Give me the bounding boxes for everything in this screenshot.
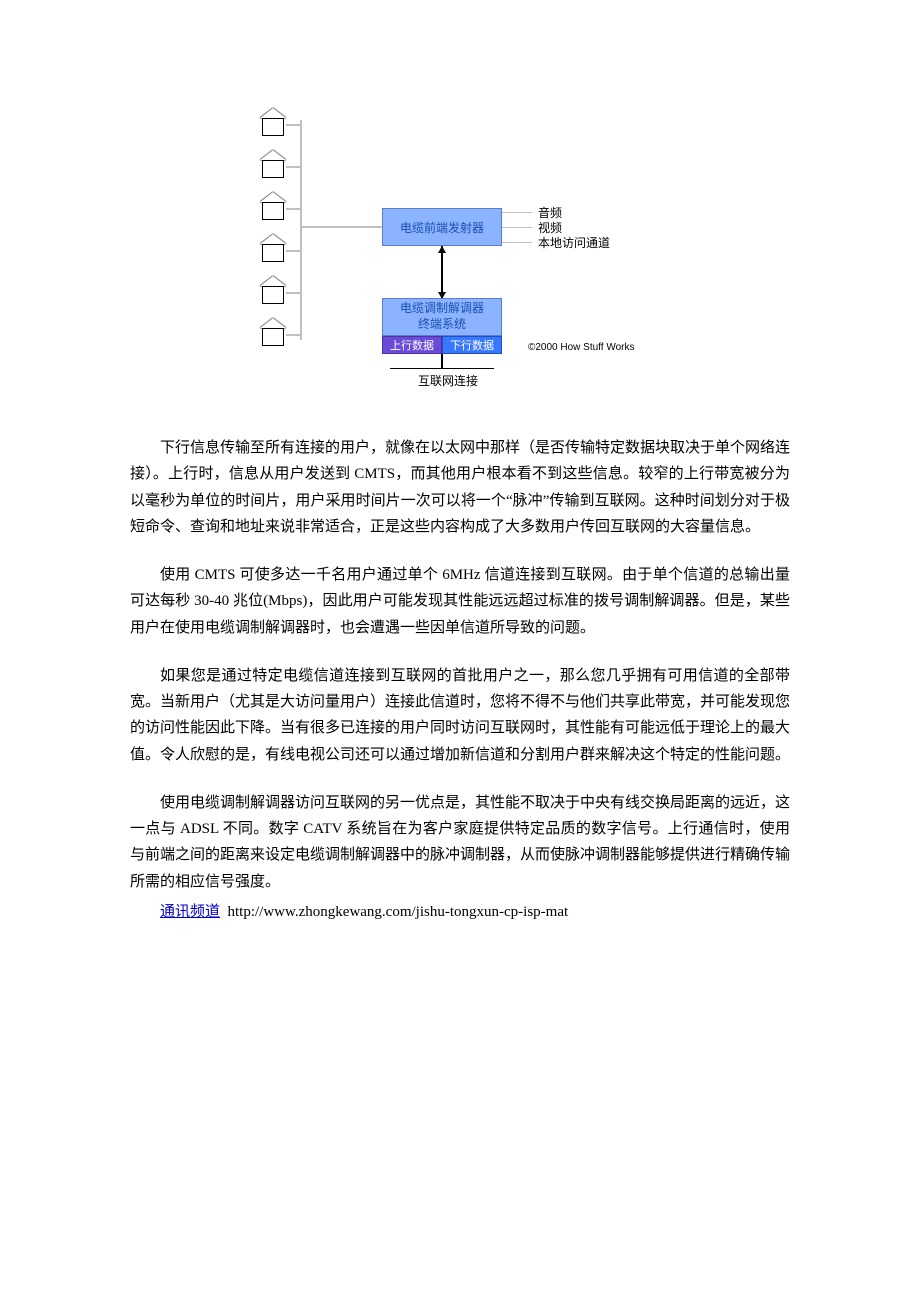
copyright-label: ©2000 How Stuff Works	[528, 342, 635, 353]
internet-label: 互联网连接	[418, 372, 478, 389]
house-branch	[286, 292, 300, 294]
headend-label: 电缆前端发射器	[400, 219, 484, 236]
downlink-box: 下行数据	[442, 336, 502, 354]
document-page: 电缆前端发射器 音频 视频 本地访问通道 电缆调制解调器 终端系统 上行数据	[0, 0, 920, 1125]
trunk-vertical	[300, 120, 302, 340]
arrow-up-icon	[438, 246, 446, 253]
headend-box: 电缆前端发射器	[382, 208, 502, 246]
video-line	[502, 227, 532, 228]
internet-line	[441, 354, 443, 368]
house-branch	[286, 334, 300, 336]
house-branch	[286, 208, 300, 210]
uplink-label: 上行数据	[390, 337, 434, 353]
cmts-label-l2: 终端系统	[418, 317, 466, 333]
paragraph-2: 使用 CMTS 可使多达一千名用户通过单个 6MHz 信道连接到互联网。由于单个…	[130, 562, 790, 641]
house-branch	[286, 166, 300, 168]
cmts-box: 电缆调制解调器 终端系统	[382, 298, 502, 336]
house-icon	[260, 276, 286, 308]
house-icon	[260, 108, 286, 140]
link-url-text: http://www.zhongkewang.com/jishu-tongxun…	[228, 904, 569, 920]
paragraph-3: 如果您是通过特定电缆信道连接到互联网的首批用户之一，那么您几乎拥有可用信道的全部…	[130, 663, 790, 768]
cmts-label-l1: 电缆调制解调器	[400, 301, 484, 317]
local-access-label: 本地访问通道	[538, 234, 610, 251]
downlink-label: 下行数据	[450, 337, 494, 353]
local-line	[502, 242, 532, 243]
house-branch	[286, 124, 300, 126]
house-branch	[286, 250, 300, 252]
vert-connector	[441, 246, 443, 298]
audio-line	[502, 212, 532, 213]
paragraph-1: 下行信息传输至所有连接的用户，就像在以太网中那样（是否传输特定数据块取决于单个网…	[130, 435, 790, 540]
trunk-horizontal	[300, 226, 382, 228]
house-icon	[260, 234, 286, 266]
house-icon	[260, 192, 286, 224]
network-diagram: 电缆前端发射器 音频 视频 本地访问通道 电缆调制解调器 终端系统 上行数据	[250, 100, 670, 390]
house-icon	[260, 150, 286, 182]
diagram-container: 电缆前端发射器 音频 视频 本地访问通道 电缆调制解调器 终端系统 上行数据	[130, 100, 790, 395]
paragraph-4: 使用电缆调制解调器访问互联网的另一优点是，其性能不取决于中央有线交换局距离的远近…	[130, 790, 790, 895]
link-line: 通讯频道 http://www.zhongkewang.com/jishu-to…	[130, 899, 790, 925]
channel-link[interactable]: 通讯频道	[160, 904, 220, 920]
uplink-box: 上行数据	[382, 336, 442, 354]
house-icon	[260, 318, 286, 350]
internet-hline	[390, 368, 494, 369]
